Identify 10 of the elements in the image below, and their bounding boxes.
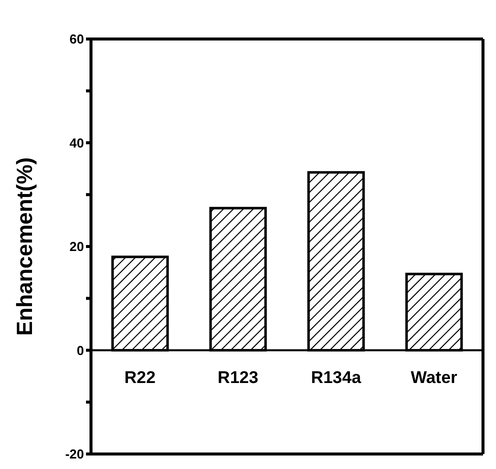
x-tick-label: R22: [124, 368, 156, 387]
x-tick-label: R134a: [310, 368, 362, 387]
y-tick-label: 60: [70, 32, 84, 47]
x-tick-label: R123: [218, 368, 258, 387]
y-axis-title: Enhancement(%): [12, 157, 37, 336]
y-tick-label: 40: [70, 135, 84, 150]
y-tick-label: 20: [70, 239, 84, 254]
x-tick-label: Water: [410, 368, 458, 387]
y-tick-label: 0: [76, 342, 84, 358]
y-tick-label: -20: [65, 446, 84, 462]
